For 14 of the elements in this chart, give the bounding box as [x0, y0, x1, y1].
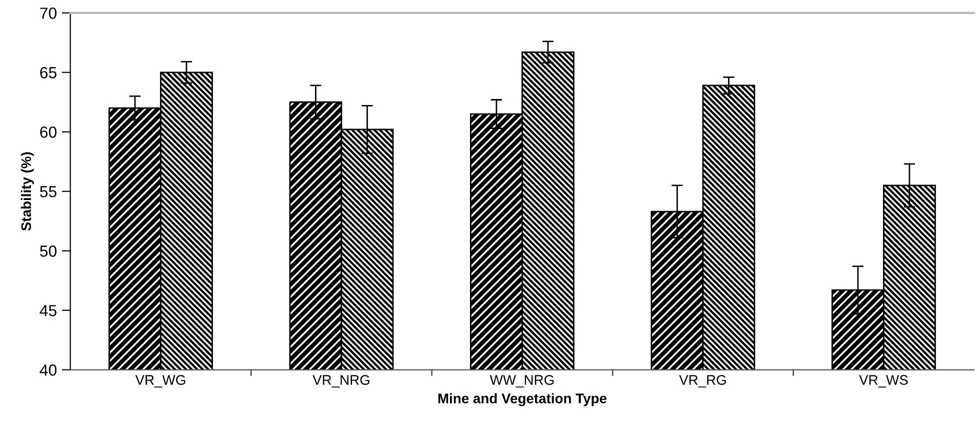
y-tick-label: 60	[40, 126, 57, 138]
x-axis-title: Mine and Vegetation Type	[438, 393, 607, 406]
x-tick-label: VR_NRG	[312, 375, 370, 388]
y-tick-label: 40	[40, 364, 57, 376]
x-tick-label: VR_WG	[135, 375, 186, 388]
y-tick-label: 50	[40, 245, 57, 257]
x-tick-label: WW_NRG	[490, 375, 554, 388]
y-tick-label: 65	[40, 67, 56, 78]
y-tick-label: 70	[40, 8, 57, 19]
x-tick-label: VR_WS	[859, 375, 908, 388]
y-tick-label: 55	[40, 186, 56, 198]
y-axis-title: Stability (%)	[20, 152, 34, 231]
y-tick-label: 45	[40, 305, 56, 316]
x-tick-label: VR_RG	[679, 375, 726, 388]
